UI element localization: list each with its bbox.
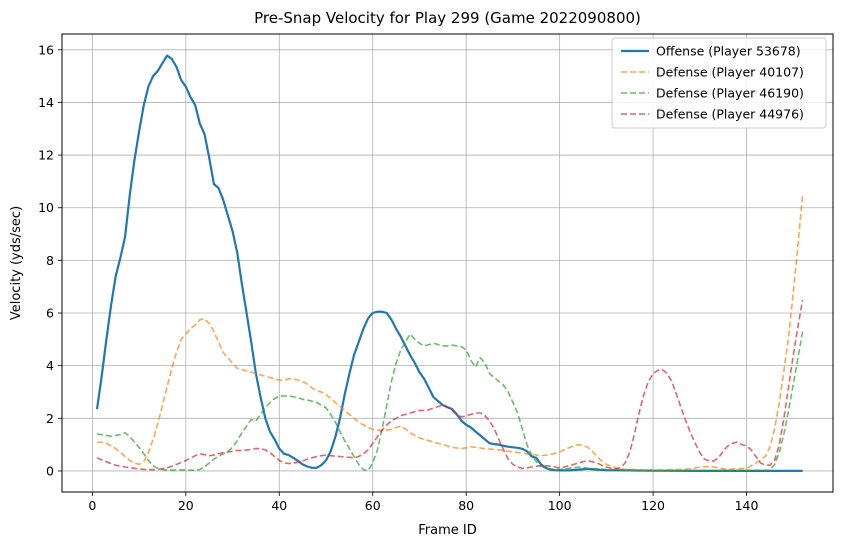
legend-label-3: Defense (Player 44976) (656, 107, 804, 122)
x-axis-label: Frame ID (418, 523, 476, 538)
series-lines (95, 54, 804, 472)
legend-label-2: Defense (Player 46190) (656, 86, 804, 101)
x-tick-label: 40 (271, 498, 287, 513)
y-tick-label: 14 (38, 95, 54, 110)
x-tick-label: 100 (548, 498, 572, 513)
y-tick-label: 6 (46, 306, 54, 321)
y-axis-label: Velocity (yds/sec) (9, 206, 24, 320)
x-tick-label: 140 (735, 498, 759, 513)
x-tick-label: 120 (641, 498, 665, 513)
x-tick-label: 20 (178, 498, 194, 513)
x-tick-label: 60 (365, 498, 381, 513)
plot-frame (61, 33, 834, 493)
y-tick-label: 10 (38, 200, 54, 215)
legend-box (611, 37, 827, 129)
y-tick-label: 4 (46, 358, 54, 373)
series-line-2 (96, 331, 804, 472)
y-tick-label: 2 (46, 411, 54, 426)
legend: Offense (Player 53678) Defense (Player 40… (611, 37, 827, 129)
legend-label-0: Offense (Player 53678) (656, 44, 801, 59)
chart-title: Pre-Snap Velocity for Play 299 (Game 202… (254, 9, 641, 27)
series-line-0 (95, 54, 803, 472)
series-line-3 (96, 299, 804, 471)
x-tick-label: 80 (458, 498, 474, 513)
y-tick-label: 16 (38, 42, 54, 57)
x-tick-label: 0 (88, 498, 96, 513)
y-tick-label: 12 (38, 148, 54, 163)
legend-label-1: Defense (Player 40107) (656, 65, 804, 80)
ticks: 0 20 40 60 80 100 120 140 0 2 4 6 8 10 12 14 16 (38, 42, 758, 513)
y-tick-label: 0 (46, 463, 54, 478)
y-tick-label: 8 (46, 253, 54, 268)
